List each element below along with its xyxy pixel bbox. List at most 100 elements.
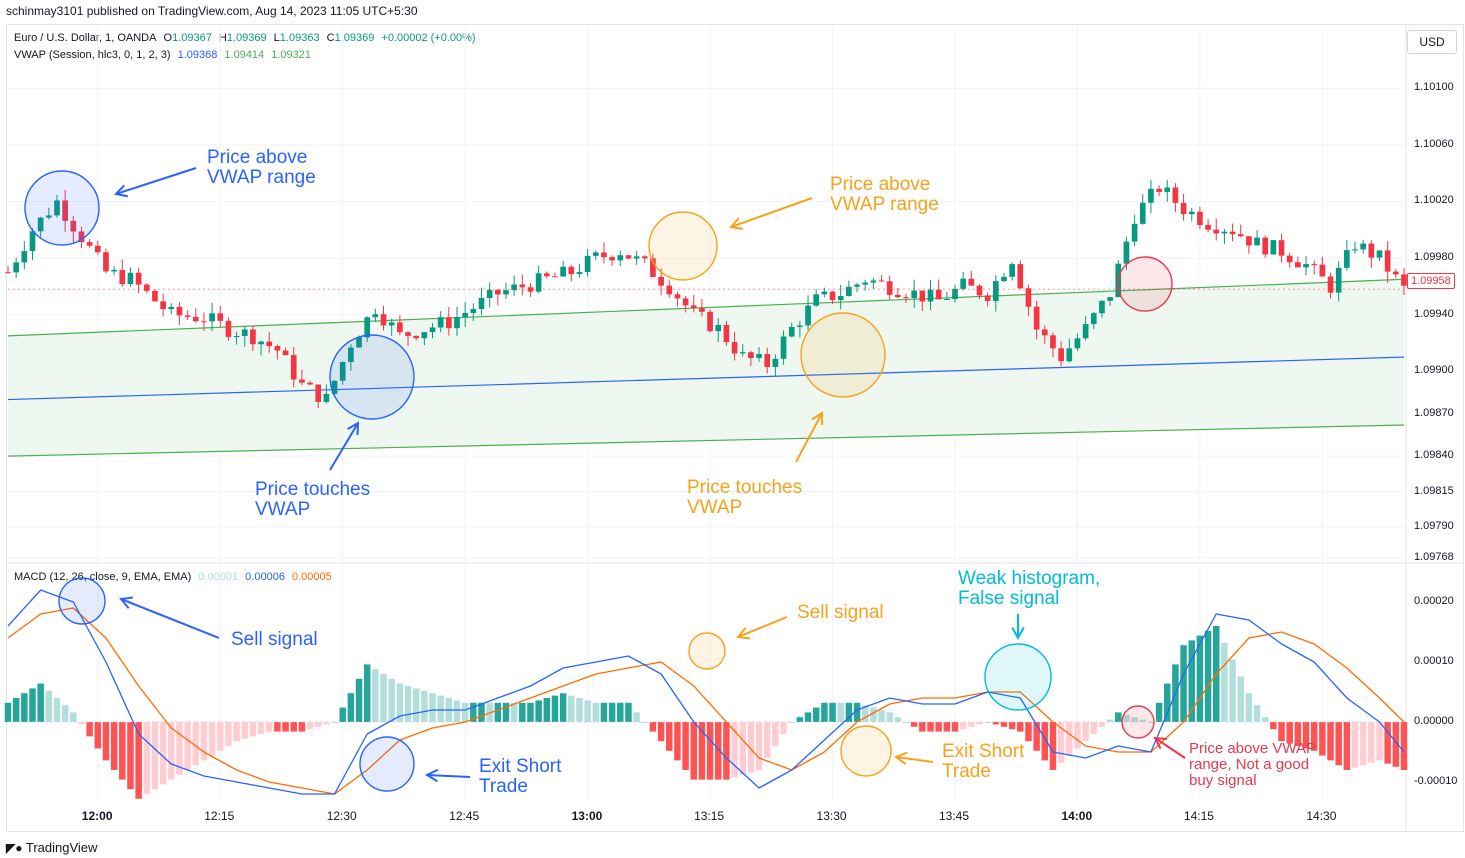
macd-hist-bar xyxy=(1294,722,1302,746)
candle-body xyxy=(1286,255,1293,263)
price-tick-label: 1.09768 xyxy=(1414,551,1454,563)
candle-body xyxy=(1401,274,1407,286)
candle-body xyxy=(1376,250,1383,258)
candle-body xyxy=(86,242,93,246)
time-tick-label: 12:00 xyxy=(81,809,113,823)
candle-body xyxy=(1303,264,1309,268)
macd-hist-bar xyxy=(37,683,44,722)
published-info: schinmay3101 published on TradingView.co… xyxy=(6,4,418,18)
candle-body xyxy=(380,314,387,326)
macd-tick-label: 0.00020 xyxy=(1414,595,1454,607)
candle-body xyxy=(1180,202,1187,215)
price-tick-label: 1.09870 xyxy=(1414,406,1454,419)
annotation-arrow-exit-1 xyxy=(426,774,471,778)
candle-body xyxy=(1221,231,1228,234)
candle-body xyxy=(225,320,232,337)
candle-body xyxy=(1270,240,1277,255)
macd-hist-bar xyxy=(192,722,200,766)
macd-hist-bar xyxy=(568,695,575,722)
candle-body xyxy=(821,291,828,295)
macd-hist-bar xyxy=(894,717,902,722)
candle-body xyxy=(609,257,615,261)
tradingview-logo[interactable]: ◤● TradingView xyxy=(6,840,97,855)
vwap-upper-value: 1.09414 xyxy=(224,49,265,61)
vwap-lower-band xyxy=(7,424,1405,457)
candle-body xyxy=(617,255,624,261)
macd-label: MACD (12, 26, close, 9, EMA, EMA) xyxy=(14,571,192,583)
macd-hist-bar xyxy=(617,702,624,722)
candle-body xyxy=(641,256,648,259)
candle-body xyxy=(503,290,509,295)
candle-body xyxy=(903,297,909,299)
price-tick-label: 1.09980 xyxy=(1414,251,1454,264)
macd-hist-bar xyxy=(372,669,379,722)
candle-body xyxy=(478,297,485,310)
candle-body xyxy=(968,278,975,286)
candle-body xyxy=(674,294,681,299)
candle-body xyxy=(1033,306,1040,330)
price-tick-label: 1.09815 xyxy=(1414,484,1454,497)
macd-hist-bar xyxy=(788,722,795,723)
macd-hist-bar xyxy=(559,693,567,722)
annotation-arrow-touch-1-head xyxy=(347,421,360,436)
candle-body xyxy=(1197,211,1203,225)
macd-legend[interactable]: MACD (12, 26, close, 9, EMA, EMA) 0.0000… xyxy=(14,571,336,583)
candle-body xyxy=(348,347,354,363)
macd-tick-label: 0.00000 xyxy=(1414,715,1454,727)
candle-body xyxy=(282,350,289,356)
candle-body xyxy=(54,200,60,216)
symbol-legend[interactable]: Euro / U.S. Dollar, 1, OANDA O1.09367 H1… xyxy=(14,32,480,44)
currency-button[interactable]: USD xyxy=(1407,30,1457,54)
candle-body xyxy=(135,272,142,285)
macd-tick-label: 0.00010 xyxy=(1414,655,1454,667)
candle-body xyxy=(837,296,844,301)
macd-line xyxy=(7,589,1405,795)
candle-body xyxy=(552,276,558,278)
candle-body xyxy=(584,255,591,273)
macd-hist-bar xyxy=(208,722,216,756)
vwap-legend[interactable]: VWAP (Session, hlc3, 0, 1, 2, 3) 1.09368… xyxy=(14,49,315,61)
candle-body xyxy=(470,309,477,314)
macd-hist-bar xyxy=(1310,722,1318,751)
candle-body xyxy=(943,299,950,301)
candle-body xyxy=(878,280,885,282)
candle-body xyxy=(527,287,534,292)
ohlc-low: L1.09363 xyxy=(273,32,320,44)
macd-hist-bar xyxy=(78,722,85,725)
macd-hist-bar xyxy=(902,722,910,723)
candle-body xyxy=(217,313,224,321)
annotation-circle-sell-1 xyxy=(58,577,106,625)
macd-hist-bar xyxy=(168,722,175,780)
annotation-arrow-exit-2 xyxy=(895,756,934,763)
macd-hist-bar xyxy=(274,722,281,732)
candle-body xyxy=(21,251,28,263)
macd-hist-bar xyxy=(674,722,681,761)
candle-body xyxy=(258,341,264,345)
macd-hist-bar xyxy=(1270,722,1277,730)
candle-body xyxy=(715,325,722,332)
candle-body xyxy=(462,313,469,318)
macd-hist-value: 0.00001 xyxy=(198,571,239,583)
annotation-circle-price-above-1 xyxy=(24,170,100,246)
candle-body xyxy=(119,269,126,285)
macd-hist-bar xyxy=(21,693,28,722)
candle-body xyxy=(274,346,281,351)
macd-hist-bar xyxy=(845,702,853,722)
candle-body xyxy=(1099,300,1105,314)
macd-hist-bar xyxy=(592,702,600,722)
macd-hist-bar xyxy=(1196,635,1204,722)
macd-hist-bar xyxy=(543,698,551,722)
macd-hist-bar xyxy=(119,722,126,780)
candle-body xyxy=(1041,329,1048,336)
time-tick-label: 13:00 xyxy=(571,809,603,823)
candle-body xyxy=(45,215,52,218)
candle-body xyxy=(454,317,460,329)
macd-hist-bar xyxy=(470,702,477,722)
candle-body xyxy=(1164,187,1171,192)
tradingview-logo-text: TradingView xyxy=(25,840,98,855)
annotation-circle-exit-1 xyxy=(359,736,415,792)
macd-hist-bar xyxy=(1384,722,1391,764)
candle-body xyxy=(405,332,411,336)
macd-hist-bar xyxy=(388,678,395,722)
